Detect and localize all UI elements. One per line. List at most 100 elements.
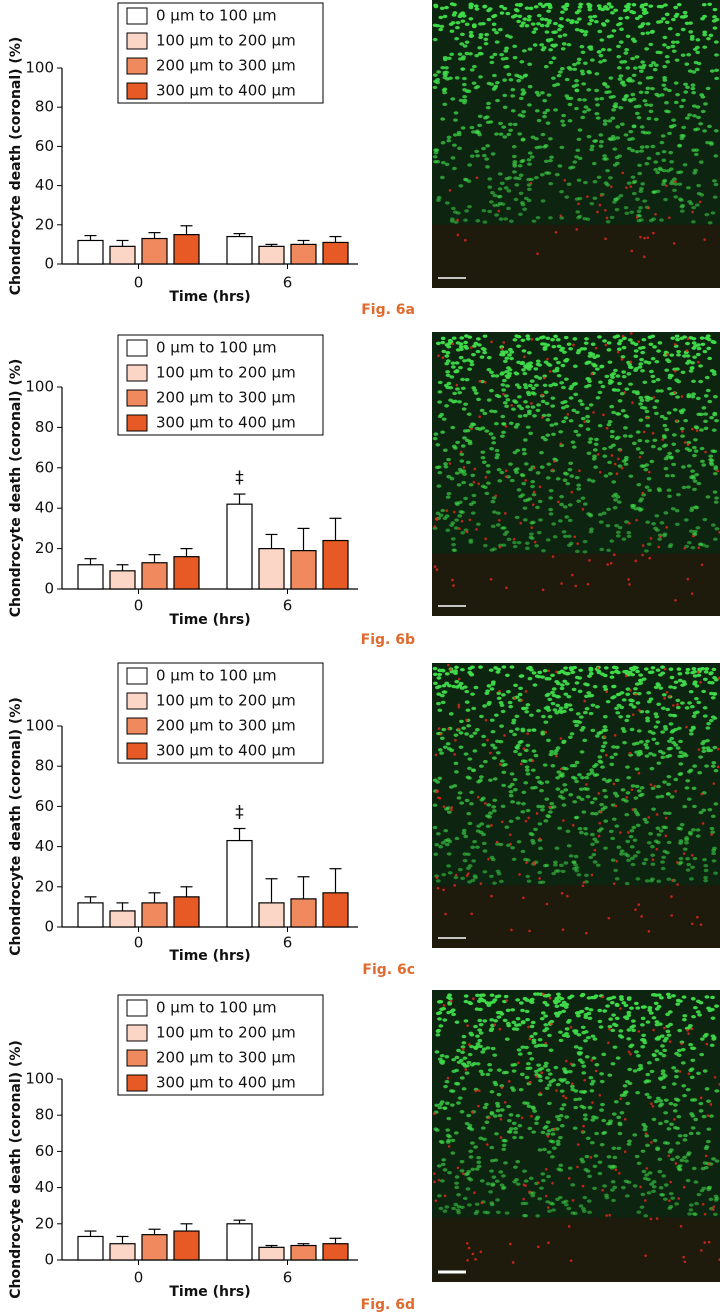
dead-cell xyxy=(701,1202,705,1206)
cell xyxy=(665,60,671,64)
cell xyxy=(675,746,681,750)
dead-cell xyxy=(567,1225,571,1228)
cell xyxy=(633,687,638,691)
cell xyxy=(536,1063,542,1067)
cell xyxy=(672,1109,678,1113)
cell xyxy=(639,497,645,501)
dead-cell xyxy=(643,236,646,240)
cell xyxy=(470,692,475,696)
cell xyxy=(635,669,640,674)
cell xyxy=(669,730,675,734)
cell xyxy=(525,337,531,341)
cell xyxy=(506,1023,512,1028)
cell xyxy=(711,372,717,376)
cell xyxy=(568,419,574,423)
cell xyxy=(574,410,580,414)
cell xyxy=(711,1036,717,1040)
cell xyxy=(553,108,558,112)
cell xyxy=(535,1115,541,1119)
cell xyxy=(489,855,495,860)
cell xyxy=(712,745,718,750)
dead-cell xyxy=(647,816,651,819)
cell xyxy=(648,103,654,107)
cell xyxy=(581,1209,587,1214)
cell xyxy=(661,855,667,860)
dead-cell xyxy=(591,1101,594,1104)
dead-cell xyxy=(649,537,653,540)
cell xyxy=(497,187,503,191)
cell xyxy=(540,132,546,137)
cell xyxy=(603,474,609,478)
cell xyxy=(666,811,672,815)
cell xyxy=(639,357,644,362)
cell xyxy=(640,1192,646,1197)
cell xyxy=(624,387,630,391)
cell xyxy=(658,19,664,24)
cell xyxy=(644,162,650,166)
dead-cell xyxy=(497,209,501,213)
cell xyxy=(542,145,548,149)
cell xyxy=(498,121,503,126)
cell xyxy=(481,743,487,747)
cell xyxy=(445,528,451,532)
cell xyxy=(546,9,552,13)
cell xyxy=(451,543,456,547)
cell xyxy=(435,198,441,202)
cell xyxy=(569,667,574,672)
cell xyxy=(446,457,451,462)
cell xyxy=(478,1136,484,1140)
cell xyxy=(597,755,603,759)
cell xyxy=(605,183,611,187)
cell xyxy=(589,144,595,149)
cell xyxy=(625,692,631,697)
cell xyxy=(623,1179,629,1183)
cell xyxy=(687,701,692,705)
cell xyxy=(639,187,644,191)
cell xyxy=(609,670,615,675)
cell xyxy=(497,27,503,32)
cell xyxy=(481,153,487,158)
dead-cell xyxy=(598,821,602,825)
cell xyxy=(693,1180,699,1184)
cell xyxy=(621,1185,626,1190)
cell xyxy=(433,3,439,8)
dead-cell xyxy=(700,1249,703,1252)
cell xyxy=(661,17,666,21)
cell xyxy=(632,39,637,43)
cell xyxy=(568,707,574,712)
dead-cell xyxy=(599,810,603,814)
cell xyxy=(664,851,670,855)
cell xyxy=(438,27,444,32)
cell xyxy=(692,711,698,715)
cell xyxy=(597,29,603,34)
cell xyxy=(534,1073,540,1077)
cell xyxy=(452,399,458,404)
cell xyxy=(604,7,610,11)
cell xyxy=(506,690,511,694)
cell xyxy=(445,351,451,355)
dead-cell xyxy=(619,1097,622,1101)
cell xyxy=(526,1104,532,1109)
cell xyxy=(561,1103,567,1107)
cell xyxy=(611,371,617,376)
cell xyxy=(712,395,718,399)
cell xyxy=(650,444,656,449)
cell xyxy=(559,1003,565,1007)
cell xyxy=(585,419,591,423)
dead-cell xyxy=(474,1089,477,1093)
cell xyxy=(714,496,719,500)
cell xyxy=(469,125,475,130)
dead-cell xyxy=(652,396,656,399)
dead-cell xyxy=(637,903,641,906)
dead-cell xyxy=(641,491,645,495)
figure-label: Fig. 6d xyxy=(361,1297,415,1313)
cell xyxy=(509,478,515,483)
cell xyxy=(437,1106,443,1110)
cell xyxy=(434,1103,440,1107)
cell xyxy=(669,125,675,129)
bar xyxy=(109,570,136,590)
cell xyxy=(634,767,640,771)
cell xyxy=(534,90,540,95)
cell xyxy=(482,1210,488,1215)
cell xyxy=(602,119,608,123)
